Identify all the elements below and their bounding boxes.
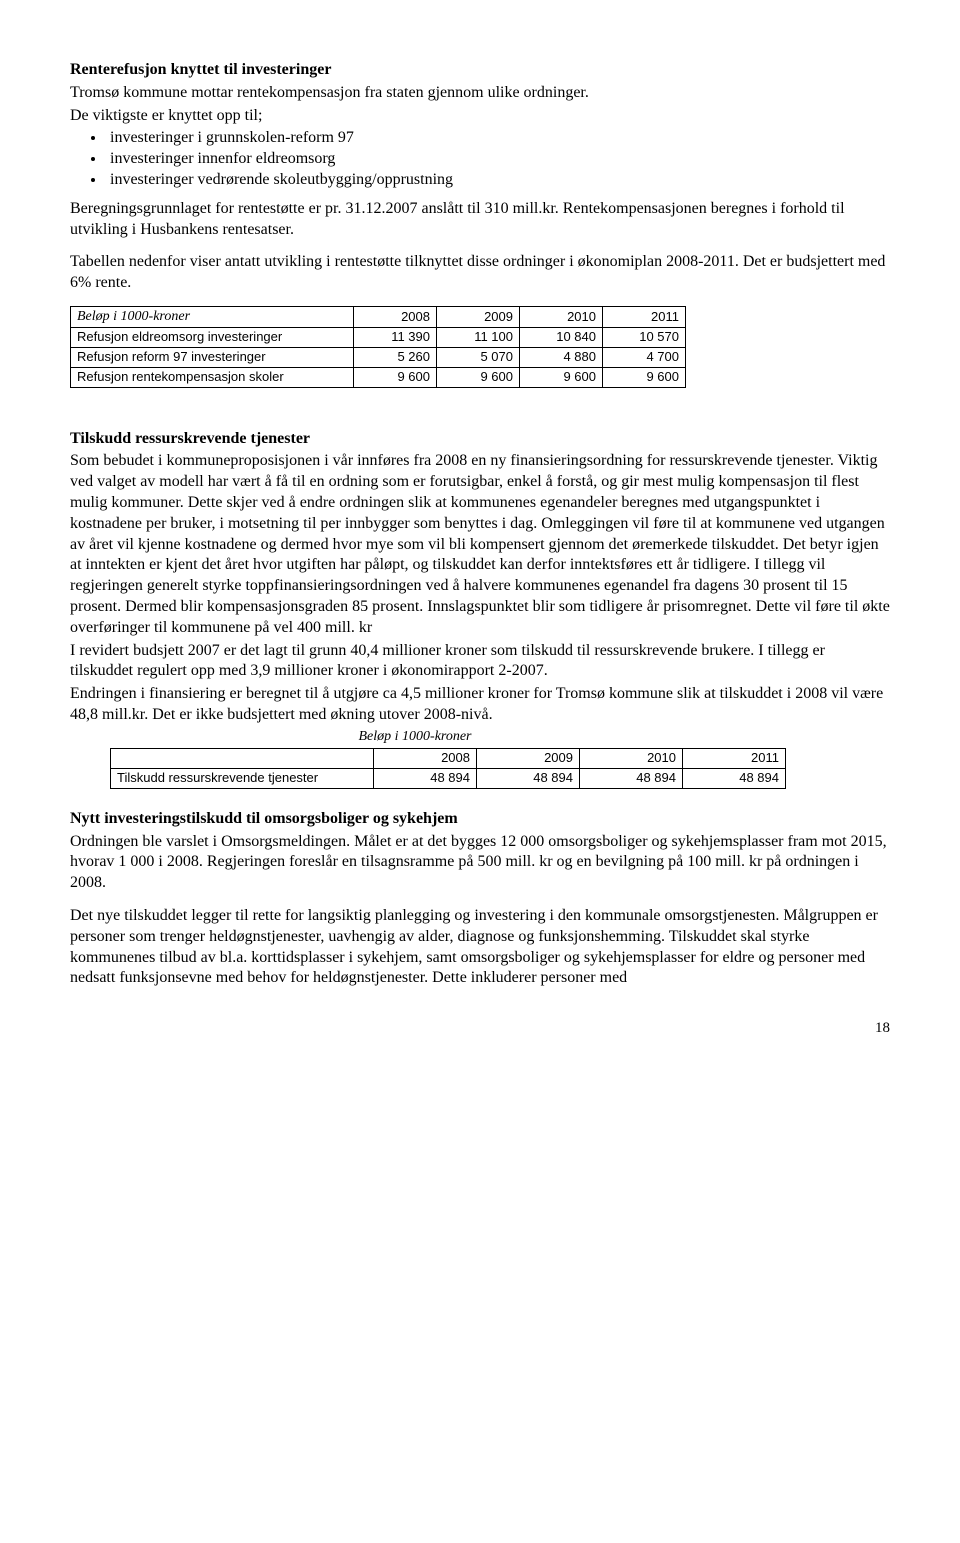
table-row: Refusjon eldreomsorg investeringer 11 39… [71, 328, 686, 348]
table-cell: Refusjon rentekompensasjon skoler [71, 367, 354, 387]
table-cell: 48 894 [374, 768, 477, 788]
table-header: 2008 [354, 306, 437, 327]
table-cell: 9 600 [437, 367, 520, 387]
table-header: 2011 [603, 306, 686, 327]
table-row: Refusjon reform 97 investeringer 5 260 5… [71, 348, 686, 368]
table-caption: Beløp i 1000-kroner [110, 728, 720, 746]
bullet-list: investeringer i grunnskolen-reform 97 in… [70, 128, 890, 190]
table-cell: 5 260 [354, 348, 437, 368]
table-header: 2009 [477, 748, 580, 768]
table-header: 2011 [683, 748, 786, 768]
table-tilskudd: 2008 2009 2010 2011 Tilskudd ressurskrev… [110, 748, 786, 789]
table-cell: 48 894 [683, 768, 786, 788]
table-row: Tilskudd ressurskrevende tjenester 48 89… [111, 768, 786, 788]
table-header [111, 748, 374, 768]
table-cell: 5 070 [437, 348, 520, 368]
table-row: Refusjon rentekompensasjon skoler 9 600 … [71, 367, 686, 387]
table-cell: Refusjon reform 97 investeringer [71, 348, 354, 368]
table-caption: Beløp i 1000-kroner [71, 306, 354, 327]
table-cell: Tilskudd ressurskrevende tjenester [111, 768, 374, 788]
para: Ordningen ble varslet i Omsorgsmeldingen… [70, 832, 890, 894]
table-cell: 11 100 [437, 328, 520, 348]
table-cell: 4 700 [603, 348, 686, 368]
table-refusjon: Beløp i 1000-kroner 2008 2009 2010 2011 … [70, 306, 686, 388]
table-cell: 9 600 [520, 367, 603, 387]
table-cell: 10 840 [520, 328, 603, 348]
table-header: 2009 [437, 306, 520, 327]
table-cell: 11 390 [354, 328, 437, 348]
para: I revidert budsjett 2007 er det lagt til… [70, 641, 890, 683]
table-cell: 10 570 [603, 328, 686, 348]
heading-nytt-investeringstilskudd: Nytt investeringstilskudd til omsorgsbol… [70, 809, 890, 830]
list-item: investeringer vedrørende skoleutbygging/… [106, 170, 890, 191]
table-cell: 48 894 [580, 768, 683, 788]
heading-tilskudd: Tilskudd ressurskrevende tjenester [70, 429, 890, 450]
table-header: 2008 [374, 748, 477, 768]
table-cell: 9 600 [603, 367, 686, 387]
para: De viktigste er knyttet opp til; [70, 106, 890, 127]
table-header: 2010 [580, 748, 683, 768]
para: Det nye tilskuddet legger til rette for … [70, 906, 890, 989]
table-cell: 4 880 [520, 348, 603, 368]
table-cell: Refusjon eldreomsorg investeringer [71, 328, 354, 348]
para: Tabellen nedenfor viser antatt utvikling… [70, 252, 890, 294]
page-number: 18 [70, 1019, 890, 1039]
table-header: 2010 [520, 306, 603, 327]
heading-renterefusjon: Renterefusjon knyttet til investeringer [70, 60, 890, 81]
para: Som bebudet i kommuneproposisjonen i vår… [70, 451, 890, 638]
para: Tromsø kommune mottar rentekompensasjon … [70, 83, 890, 104]
table-cell: 9 600 [354, 367, 437, 387]
table-cell: 48 894 [477, 768, 580, 788]
list-item: investeringer innenfor eldreomsorg [106, 149, 890, 170]
para: Endringen i finansiering er beregnet til… [70, 684, 890, 726]
list-item: investeringer i grunnskolen-reform 97 [106, 128, 890, 149]
para: Beregningsgrunnlaget for rentestøtte er … [70, 199, 890, 241]
